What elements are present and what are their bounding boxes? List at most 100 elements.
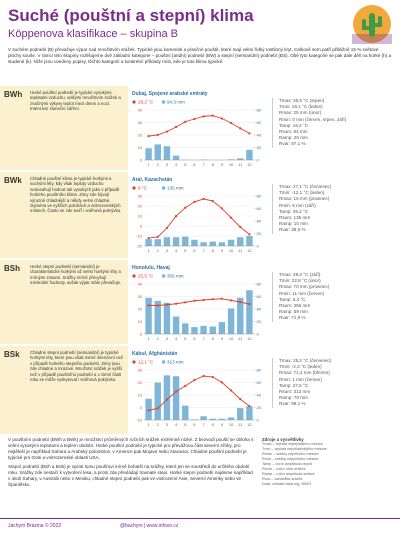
precip-label: 94,3 mm — [167, 100, 185, 105]
y-tick-label: 40 — [138, 108, 143, 113]
y2-tick-label: 20 — [257, 319, 262, 324]
precip-bar — [173, 237, 179, 246]
precip-bar — [191, 327, 197, 334]
temp-point — [239, 127, 241, 129]
x-tick-label: 6 — [193, 162, 196, 167]
temp-point — [221, 298, 223, 300]
precip-bar — [237, 237, 243, 246]
footer-handle: @bachym | www.infoxo.cz — [120, 523, 178, 529]
precip-bar — [191, 240, 197, 246]
x-tick-label: 2 — [157, 162, 160, 167]
temp-point — [147, 237, 149, 239]
temp-legend-dot — [132, 274, 135, 277]
y-tick-label: 0 — [140, 158, 143, 163]
x-tick-label: 7 — [202, 336, 205, 341]
temp-point — [184, 301, 186, 303]
temp-point — [239, 398, 241, 400]
y-tick-label: 30 — [138, 294, 143, 299]
precip-label: 135 mm — [167, 186, 184, 191]
precip-bar — [210, 242, 216, 246]
precip-bar — [237, 408, 243, 420]
precip-label: 313 mm — [167, 360, 184, 365]
temp-point — [193, 118, 195, 120]
x-tick-label: 3 — [166, 248, 169, 253]
temp-point — [221, 207, 223, 209]
x-tick-label: 12 — [247, 248, 252, 253]
temp-point — [166, 227, 168, 229]
y2-tick-label: 0 — [257, 158, 260, 163]
precip-bar — [164, 146, 170, 160]
temp-point — [175, 390, 177, 392]
footer-author: Jáchym Brázina © 2022 — [8, 523, 61, 529]
y2-tick-label: 80 — [257, 282, 262, 287]
x-tick-label: 10 — [229, 422, 234, 427]
x-tick-label: 12 — [247, 162, 252, 167]
temp-point — [248, 132, 250, 134]
y2-tick-label: 60 — [257, 206, 262, 211]
climate-description: Chladné stepní podnebí (semiaridní) je t… — [30, 350, 124, 382]
x-tick-label: 1 — [147, 248, 150, 253]
subtitle: Köppenova klasifikace – skupina B — [8, 28, 178, 40]
temp-point — [175, 215, 177, 217]
y-tick-label: 40 — [138, 282, 143, 287]
climate-code: BSh — [4, 264, 20, 273]
y-tick-label: 0 — [140, 405, 143, 410]
x-tick-label: 10 — [229, 162, 234, 167]
x-tick-label: 5 — [184, 422, 187, 427]
bottom-text: V pouštním podnebí (BWh a BWk) je množst… — [8, 437, 256, 491]
temp-point — [193, 201, 195, 203]
x-tick-label: 12 — [247, 336, 252, 341]
x-tick-label: 10 — [229, 248, 234, 253]
temp-point — [157, 304, 159, 306]
precip-bar — [173, 376, 179, 420]
stats: Tmax: 28,2 °C (září)Tmin: 22,8 °C (únor)… — [272, 272, 400, 322]
title: Suché (pouštní a stepní) klima — [8, 6, 254, 26]
x-tick-label: 8 — [212, 422, 215, 427]
precip-bar — [200, 416, 206, 420]
temp-line — [149, 299, 250, 306]
precip-bar — [210, 327, 216, 335]
temp-label: 25,5 °C — [138, 274, 154, 279]
temp-point — [147, 135, 149, 137]
x-tick-label: 2 — [157, 422, 160, 427]
x-tick-label: 8 — [212, 162, 215, 167]
stat-line: Rvar: 98,1 % — [279, 401, 400, 407]
climate-description: Horké pouštní podnebí je typické vysokým… — [30, 90, 124, 112]
x-tick-label: 7 — [202, 162, 205, 167]
x-tick-label: 5 — [184, 162, 187, 167]
y2-tick-label: 40 — [257, 219, 262, 224]
x-tick-label: 3 — [166, 422, 169, 427]
precip-bar — [145, 148, 151, 160]
precip-bar — [228, 308, 234, 334]
stat-line: Rvar: 38,5 % — [279, 227, 400, 233]
station-name: Kábul, Afghánistán — [132, 351, 177, 357]
cactus-icon — [352, 4, 392, 44]
temp-point — [230, 299, 232, 301]
y-tick-label: 0 — [140, 332, 143, 337]
temp-point — [157, 407, 159, 409]
precip-bar — [173, 317, 179, 335]
precip-bar — [182, 323, 188, 334]
temp-legend-dot — [132, 186, 135, 189]
x-tick-label: 4 — [175, 422, 178, 427]
x-tick-label: 6 — [193, 248, 196, 253]
precip-bar — [219, 242, 225, 246]
temp-point — [184, 121, 186, 123]
temp-point — [221, 381, 223, 383]
precip-legend-box — [162, 100, 165, 103]
precip-bar — [145, 298, 151, 334]
x-tick-label: 7 — [202, 248, 205, 253]
x-tick-label: 8 — [212, 248, 215, 253]
x-tick-label: 2 — [157, 336, 160, 341]
y-tick-label: 10 — [138, 393, 143, 398]
temp-point — [193, 379, 195, 381]
y-tick-label: -10 — [136, 418, 143, 423]
temp-point — [184, 207, 186, 209]
y2-tick-label: 0 — [257, 244, 260, 249]
notes: Zdroje a vysvětlivky Tmax – teplota nejt… — [262, 437, 392, 487]
precip-label: 356 mm — [167, 274, 184, 279]
precip-bar — [182, 237, 188, 246]
